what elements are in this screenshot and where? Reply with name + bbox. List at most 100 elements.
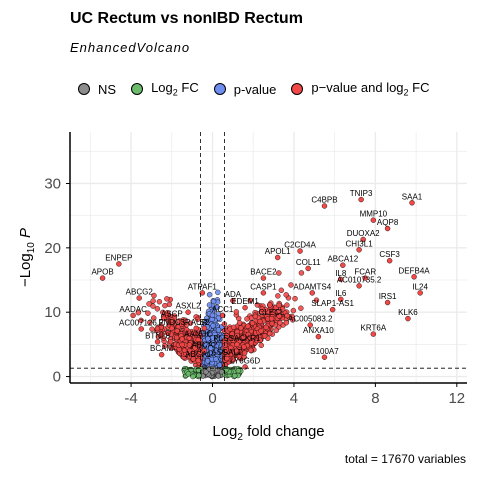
- labeled-point: [234, 341, 240, 348]
- data-point: [174, 328, 180, 334]
- data-point: [238, 325, 244, 331]
- data-point: [215, 327, 222, 333]
- gene-label: ANXA10: [303, 326, 334, 335]
- labeled-point: [315, 333, 322, 340]
- data-point: [269, 320, 275, 327]
- data-point: [210, 335, 216, 341]
- labeled-point: [362, 275, 368, 281]
- data-point: [183, 326, 190, 333]
- labeled-point: [321, 354, 328, 360]
- gene-label: APOB: [91, 268, 113, 277]
- data-point: [298, 305, 304, 311]
- data-point: [236, 320, 243, 326]
- data-point: [190, 356, 197, 362]
- gene-label: ATPAF1: [188, 282, 218, 291]
- data-point: [249, 320, 256, 326]
- gene-label: DEFB4A: [399, 266, 431, 275]
- data-point: [288, 282, 294, 288]
- data-point: [146, 301, 152, 307]
- legend-label-ns: NS: [98, 81, 117, 97]
- labeled-point: [411, 274, 417, 280]
- gene-label: MMP10: [360, 210, 388, 219]
- data-point: [222, 342, 228, 348]
- chart-subtitle: EnhancedVolcano: [70, 40, 191, 55]
- y-axis-title-sub: 10: [26, 242, 37, 254]
- data-point: [154, 306, 161, 312]
- gene-label: ABCA1: [185, 350, 212, 359]
- data-point: [235, 368, 242, 374]
- data-point: [162, 302, 168, 309]
- data-point: [192, 345, 198, 351]
- labeled-point: [199, 290, 206, 296]
- data-point: [210, 323, 216, 329]
- chart-title: UC Rectum vs nonIBD Rectum: [70, 10, 303, 27]
- data-point: [263, 324, 269, 331]
- x-tick-label: 8: [371, 390, 379, 407]
- gene-label: BCAM: [150, 344, 173, 353]
- y-axis-title: −Log10 P: [17, 228, 37, 287]
- data-point: [187, 320, 194, 326]
- gene-label: C4BPB: [311, 196, 337, 205]
- gene-label: TNIP3: [350, 189, 373, 198]
- gene-label: ADA: [225, 290, 242, 299]
- legend-label-log2fc: Log2 FC: [151, 80, 199, 98]
- legend: NS Log2 FC p-value p−value and log2 FC: [78, 80, 445, 98]
- y-tick-label: 10: [44, 304, 61, 321]
- data-point: [233, 347, 239, 354]
- data-point: [204, 358, 211, 364]
- labeled-point: [305, 265, 311, 272]
- data-point: [162, 343, 168, 349]
- gene-label: CLECL: [259, 308, 285, 317]
- gene-label: ADAMTS4: [293, 282, 331, 291]
- data-point: [145, 310, 151, 316]
- y-tick-label: 20: [44, 240, 61, 257]
- data-point: [279, 306, 286, 312]
- labeled-point: [370, 331, 377, 337]
- gene-label: PLSSACKR1: [213, 334, 261, 343]
- gene-label: BACE2: [250, 268, 277, 277]
- data-point: [207, 345, 214, 351]
- legend-key-pvalue: [213, 83, 226, 95]
- gene-label: ENPEP: [105, 253, 132, 262]
- data-point: [313, 297, 320, 303]
- data-point: [267, 302, 273, 308]
- labeled-point: [409, 200, 415, 206]
- x-axis-title-part: fold change: [243, 423, 325, 440]
- x-tick-label: 0: [208, 390, 216, 407]
- gene-label: CHI3L1: [346, 239, 374, 248]
- data-point: [206, 291, 213, 298]
- data-point: [138, 317, 144, 324]
- labeled-point: [195, 337, 201, 343]
- legend-key-ns: [78, 83, 90, 95]
- gene-label: FCAR: [354, 268, 376, 277]
- labeled-point: [268, 315, 275, 322]
- data-point: [182, 317, 189, 324]
- data-point: [244, 316, 250, 322]
- data-point: [273, 327, 279, 334]
- labeled-point: [297, 248, 303, 254]
- data-point: [151, 315, 157, 321]
- x-axis-title-part: Log: [212, 423, 237, 440]
- gene-label: DUOXA2: [347, 229, 380, 238]
- data-point: [262, 333, 268, 339]
- y-axis-title-part: −Log: [17, 253, 34, 287]
- data-point: [276, 302, 282, 309]
- data-point: [194, 316, 201, 323]
- legend-item-pvalue: p-value: [213, 82, 276, 97]
- x-axis-title-sub: 2: [237, 432, 243, 443]
- gene-label: SLAP1-AS1: [311, 299, 354, 308]
- data-point: [292, 295, 298, 302]
- data-point: [245, 331, 252, 338]
- labeled-point: [116, 261, 122, 267]
- data-point: [241, 350, 248, 356]
- data-point: [247, 297, 253, 304]
- legend-label-both-text: p−value and log: [311, 80, 404, 96]
- data-point: [213, 343, 219, 350]
- legend-label-both: p−value and log2 FC: [311, 80, 429, 98]
- data-point: [250, 334, 257, 340]
- data-point: [179, 336, 185, 342]
- labeled-point: [405, 315, 411, 322]
- gene-label: AC007126.2: [119, 318, 164, 327]
- x-axis-title: Log2 fold change: [212, 423, 324, 443]
- labeled-point: [158, 351, 165, 358]
